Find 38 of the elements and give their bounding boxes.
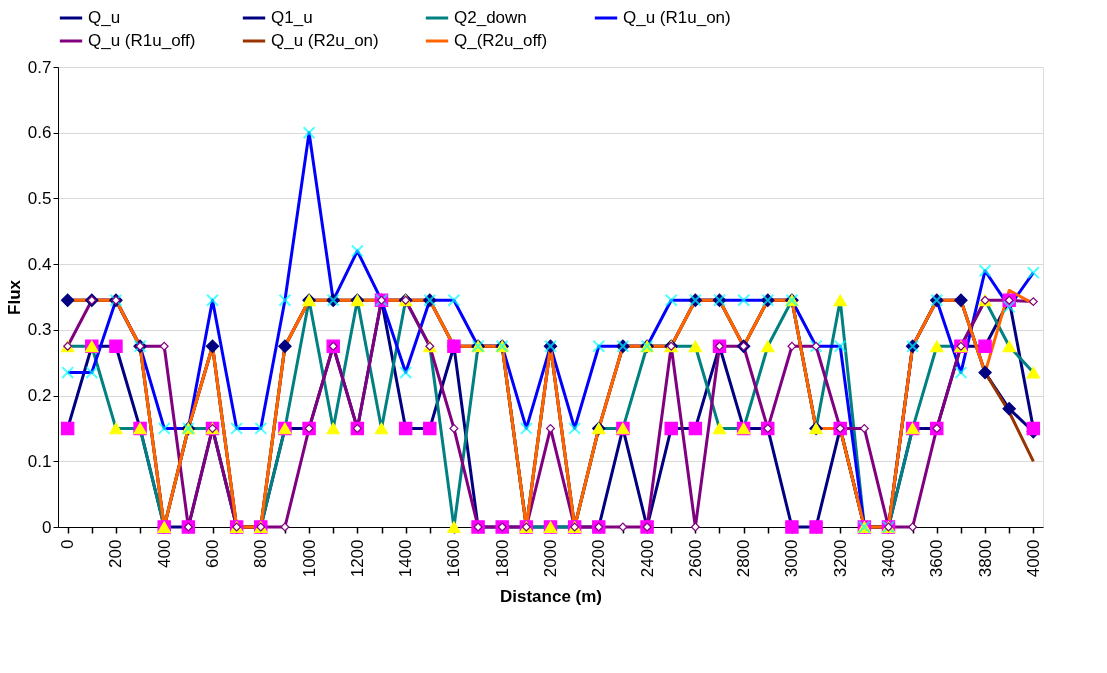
legend-label: Q2_down	[454, 8, 527, 27]
x-tick-label: 1200	[347, 539, 367, 578]
y-axis-title: Flux	[4, 279, 24, 315]
y-tick-label: 0.1	[27, 451, 52, 471]
y-tick-label: 0.7	[27, 57, 52, 77]
y-tick-label: 0.2	[27, 386, 52, 406]
x-tick-label: 4000	[1023, 539, 1043, 578]
legend-label: Q_(R2u_off)	[454, 31, 548, 50]
legend-label: Q_u (R1u_on)	[623, 8, 731, 27]
y-tick-label: 0.6	[27, 123, 52, 143]
legend-label: Q_u (R2u_on)	[271, 31, 379, 50]
x-tick-label: 2800	[734, 539, 754, 578]
y-tick-label: 0.5	[27, 188, 52, 208]
x-tick-label: 3200	[830, 539, 850, 578]
legend-label: Q_u (R1u_off)	[88, 31, 196, 50]
x-tick-label: 2400	[637, 539, 657, 578]
y-tick-label: 0.4	[27, 254, 52, 274]
x-tick-label: 3800	[975, 539, 995, 578]
y-tick-label: 0	[42, 517, 52, 537]
x-axis-title: Distance (m)	[499, 587, 603, 607]
x-tick-label: 0	[58, 539, 78, 549]
x-tick-label: 2200	[589, 539, 609, 578]
y-tick-label: 0.3	[27, 320, 52, 340]
legend-label: Q1_u	[271, 8, 313, 27]
x-tick-label: 1000	[299, 539, 319, 578]
x-tick-label: 800	[251, 539, 271, 568]
x-tick-label: 200	[106, 539, 126, 568]
x-tick-label: 3400	[878, 539, 898, 578]
x-tick-label: 3600	[927, 539, 947, 578]
x-tick-label: 2000	[541, 539, 560, 578]
x-tick-label: 1600	[444, 539, 464, 578]
x-tick-label: 2600	[685, 539, 705, 578]
x-tick-label: 400	[154, 539, 174, 568]
legend-label: Q_u	[88, 8, 121, 27]
x-tick-label: 1800	[492, 539, 512, 578]
x-tick-label: 1400	[396, 539, 416, 578]
x-tick-label: 600	[203, 539, 223, 568]
x-tick-label: 3000	[782, 539, 802, 578]
